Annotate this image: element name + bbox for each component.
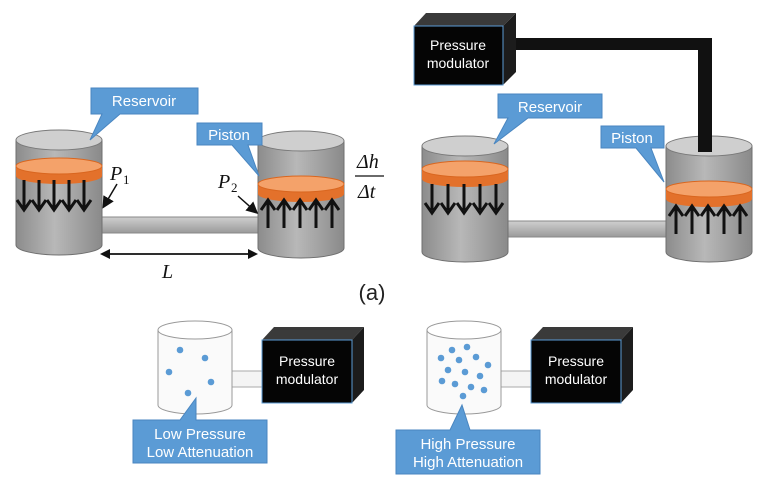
reservoir-callout: Reservoir bbox=[89, 87, 199, 141]
delta-h-label: Δh bbox=[356, 151, 379, 173]
up-arrows bbox=[259, 197, 341, 228]
modulator-rod bbox=[516, 38, 712, 150]
down-arrows-right bbox=[423, 184, 505, 216]
high-pressure-label: High Pressure High Attenuation bbox=[413, 436, 523, 471]
rate-fraction: Δh Δt bbox=[355, 151, 384, 203]
modulator-label-high: Pressure modulator bbox=[545, 353, 608, 387]
down-arrows bbox=[15, 180, 93, 213]
low-pressure-system: Pressure modulator Low Pressure Low Attenu… bbox=[132, 320, 364, 464]
p2-label: P bbox=[217, 171, 230, 193]
p2-subscript: 2 bbox=[231, 180, 238, 195]
piston-callout-right: Piston bbox=[600, 125, 665, 183]
pressure-modulator-top: Pressure modulator bbox=[413, 13, 516, 86]
reservoir-label: Reservoir bbox=[112, 93, 176, 110]
p2-annotation: P 2 bbox=[217, 171, 259, 214]
length-label: L bbox=[161, 261, 173, 283]
high-pressure-callout: High Pressure High Attenuation bbox=[395, 403, 541, 475]
reservoir-cylinder-right bbox=[421, 135, 509, 263]
reservoir-cylinder bbox=[15, 129, 103, 256]
reservoir-label-right: Reservoir bbox=[518, 99, 582, 116]
pressure-modulator-low: Pressure modulator bbox=[261, 327, 364, 404]
piston-plate bbox=[257, 175, 345, 202]
low-pressure-callout: Low Pressure Low Attenuation bbox=[132, 396, 268, 464]
high-pressure-system: Pressure modulator High Pressure High Atte… bbox=[395, 320, 633, 475]
modulator-label-top: Pressure modulator bbox=[427, 37, 490, 71]
piston-callout: Piston bbox=[196, 122, 263, 177]
low-pressure-bubbles bbox=[165, 346, 215, 397]
pressure-modulator-high: Pressure modulator bbox=[530, 327, 633, 404]
piston-label-right: Piston bbox=[611, 130, 653, 147]
p1-label: P bbox=[109, 163, 122, 185]
connecting-pipe-right bbox=[504, 220, 670, 238]
delta-t-label: Δt bbox=[357, 181, 376, 203]
low-container bbox=[157, 320, 233, 415]
p1-annotation: P 1 bbox=[102, 163, 130, 209]
connecting-pipe bbox=[99, 216, 263, 234]
p1-subscript: 1 bbox=[123, 172, 130, 187]
modulator-label-low: Pressure modulator bbox=[276, 353, 339, 387]
piston-label: Piston bbox=[208, 127, 250, 144]
reservoir-callout-right: Reservoir bbox=[493, 93, 603, 145]
piston-cylinder bbox=[257, 130, 345, 259]
up-arrows-right bbox=[667, 203, 749, 234]
piston-cylinder-right bbox=[665, 130, 753, 263]
length-dimension: L bbox=[100, 249, 258, 283]
high-pressure-bubbles bbox=[437, 343, 492, 400]
right-system: Pressure modulator bbox=[413, 13, 753, 263]
left-system: Reservoir Piston P 1 P 2 L Δh bbox=[15, 87, 384, 283]
panel-a-caption: (a) bbox=[359, 280, 386, 305]
reservoir-piston bbox=[15, 157, 103, 184]
low-pressure-label: Low Pressure Low Attenuation bbox=[147, 426, 254, 461]
